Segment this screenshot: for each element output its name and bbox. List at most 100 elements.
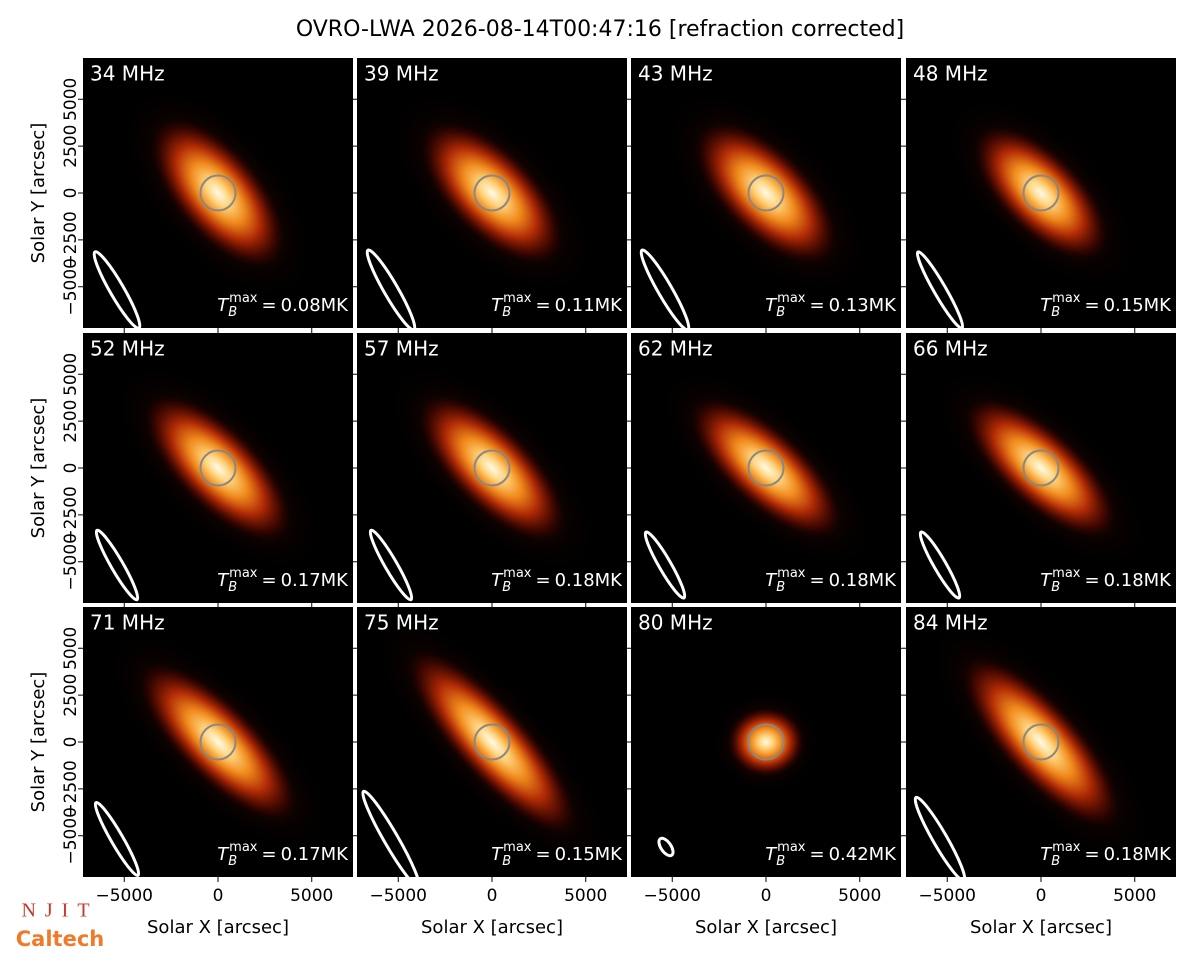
x-axis-label: Solar X [arcsec] xyxy=(421,917,563,938)
x-tick-label: 5000 xyxy=(1113,886,1156,906)
solar-limb xyxy=(1022,174,1060,212)
emission xyxy=(141,391,295,545)
tmax-sub: B xyxy=(1051,305,1060,320)
beam xyxy=(915,250,965,328)
tmax-eq: = xyxy=(1084,295,1099,316)
tmax-value: 0.11MK xyxy=(555,295,624,316)
tmax-label: TBmax = 0.18MK xyxy=(765,566,897,595)
tmax-symbol: T xyxy=(1040,295,1053,316)
tmax-symbol: T xyxy=(765,844,778,865)
emission xyxy=(962,394,1120,542)
beam xyxy=(361,789,421,877)
tmax-sup: max xyxy=(229,566,258,581)
x-tick-label: 0 xyxy=(487,886,498,906)
panel: 34 MHz TBmax = 0.08MK −5000−2500 0 2500 5000 Sol… xyxy=(28,58,353,333)
tmax-eq: = xyxy=(535,570,550,591)
emission xyxy=(147,114,289,272)
solar-limb xyxy=(199,174,237,212)
tmax-symbol: T xyxy=(217,295,230,316)
tmax-value: 0.15MK xyxy=(555,844,624,865)
tmax-eq: = xyxy=(261,570,276,591)
emission xyxy=(726,706,806,778)
solar-limb xyxy=(473,723,511,761)
solar-limb xyxy=(747,723,785,761)
logo-caltech: Caltech xyxy=(16,927,104,951)
tmax-label: TBmax = 0.15MK xyxy=(491,840,623,869)
frequency-label: 84 MHz xyxy=(913,611,988,635)
tmax-value: 0.08MK xyxy=(281,295,350,316)
radio-image xyxy=(918,364,1153,600)
tmax-symbol: T xyxy=(1040,570,1053,591)
tmax-eq: = xyxy=(1084,570,1099,591)
tmax-sub: B xyxy=(228,580,237,595)
tmax-symbol: T xyxy=(491,295,504,316)
y-tick-label: −2500 xyxy=(61,486,81,544)
tmax-eq: = xyxy=(261,295,276,316)
x-axis-label: Solar X [arcsec] xyxy=(695,917,837,938)
tmax-eq: = xyxy=(1084,844,1099,865)
tmax-label: TBmax = 0.11MK xyxy=(491,291,623,320)
x-tick-label: −5000 xyxy=(643,886,701,906)
solar-limb xyxy=(1022,723,1060,761)
solar-limb xyxy=(747,174,785,212)
tmax-symbol: T xyxy=(217,570,230,591)
tmax-symbol: T xyxy=(765,295,778,316)
beam xyxy=(639,248,691,328)
tmax-value: 0.17MK xyxy=(281,844,350,865)
y-axis-label: Solar Y [arcsec] xyxy=(28,672,49,813)
y-tick-label: −5000 xyxy=(61,533,81,591)
tmax-value: 0.17MK xyxy=(281,570,350,591)
tmax-value: 0.18MK xyxy=(829,570,898,591)
tmax-sub: B xyxy=(502,854,511,869)
solar-limb xyxy=(199,449,237,487)
solar-limb xyxy=(747,449,785,487)
tmax-sup: max xyxy=(503,291,532,306)
tmax-label: TBmax = 0.17MK xyxy=(217,840,349,869)
y-tick-label: −5000 xyxy=(61,258,81,316)
x-tick-label: −5000 xyxy=(369,886,427,906)
tmax-label: TBmax = 0.18MK xyxy=(1040,566,1172,595)
tmax-value: 0.42MK xyxy=(829,844,898,865)
x-tick-label: −5000 xyxy=(95,886,153,906)
frequency-label: 62 MHz xyxy=(638,337,713,361)
tmax-eq: = xyxy=(809,844,824,865)
radio-image xyxy=(657,688,822,858)
panel: 66 MHz TBmax = 0.18MK xyxy=(901,333,1176,608)
tmax-sub: B xyxy=(776,580,785,595)
tmax-eq: = xyxy=(535,844,550,865)
x-tick-label: 5000 xyxy=(290,886,333,906)
x-tick-label: 5000 xyxy=(838,886,881,906)
beam xyxy=(93,801,141,877)
tmax-sub: B xyxy=(228,305,237,320)
tmax-value: 0.13MK xyxy=(829,295,898,316)
tmax-sup: max xyxy=(1052,566,1081,581)
tmax-value: 0.18MK xyxy=(555,570,624,591)
frequency-label: 39 MHz xyxy=(364,62,439,86)
tmax-label: TBmax = 0.18MK xyxy=(491,566,623,595)
tmax-value: 0.15MK xyxy=(1104,295,1173,316)
emission xyxy=(415,391,569,545)
tmax-sup: max xyxy=(503,566,532,581)
tmax-sup: max xyxy=(777,840,806,855)
tmax-label: TBmax = 0.08MK xyxy=(217,291,349,320)
tmax-eq: = xyxy=(809,295,824,316)
beam xyxy=(92,250,142,328)
panel: 57 MHz TBmax = 0.18MK xyxy=(352,333,627,608)
tmax-sup: max xyxy=(229,291,258,306)
beam xyxy=(657,836,675,858)
tmax-sub: B xyxy=(502,580,511,595)
emission xyxy=(691,118,841,268)
radio-image xyxy=(361,607,617,877)
x-tick-label: 0 xyxy=(1036,886,1047,906)
beam xyxy=(918,530,962,600)
emission xyxy=(687,394,845,542)
panel: 39 MHz TBmax = 0.11MK xyxy=(352,58,627,333)
emission xyxy=(403,645,581,839)
y-tick-label: 0 xyxy=(61,737,81,748)
tmax-label: TBmax = 0.17MK xyxy=(217,566,349,595)
beam xyxy=(368,528,414,602)
y-tick-label: 2500 xyxy=(61,673,81,716)
tmax-symbol: T xyxy=(1040,844,1053,865)
frequency-label: 75 MHz xyxy=(364,611,439,635)
